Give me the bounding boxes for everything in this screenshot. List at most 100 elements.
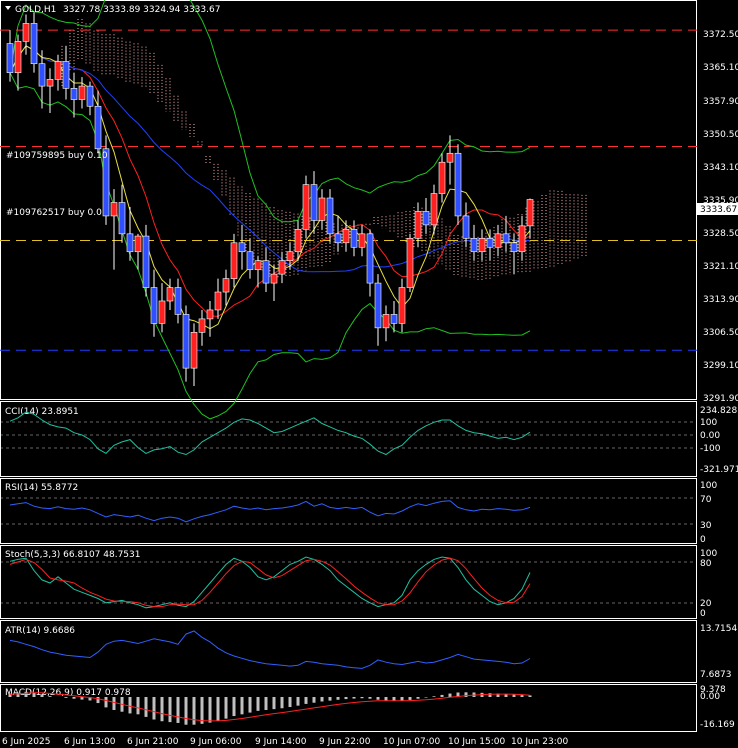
candle-body: [150, 287, 158, 324]
candle-body: [198, 318, 206, 333]
candle-body: [94, 105, 102, 150]
rsi-title: RSI(14) 55.8772: [5, 483, 78, 493]
bollinger-upper-line: [9, 0, 531, 223]
stoch-pane: Stoch(5,3,3) 66.8107 48.7531 100 80 20 0: [5, 549, 717, 619]
tenkan-line: [9, 45, 531, 317]
candle-body: [406, 238, 414, 288]
candle-body: [326, 197, 334, 235]
candle-body: [390, 314, 398, 324]
candle-body: [278, 260, 286, 275]
candle-body: [350, 229, 358, 248]
macd-label: 9.378: [700, 685, 726, 695]
kijun-line: [9, 45, 531, 273]
candle-body: [110, 202, 118, 217]
candle-body: [30, 23, 38, 65]
candle-body: [470, 238, 478, 253]
candle-body: [286, 251, 294, 261]
candle-body: [158, 300, 166, 324]
candle-body: [382, 314, 390, 329]
macd-pane-border: [0, 684, 697, 732]
atr-label: 7.6873: [700, 670, 732, 680]
rsi-label: 30: [700, 521, 712, 531]
price-label: 3313.90: [703, 295, 738, 305]
candle-body: [246, 251, 254, 270]
candle-body: [462, 215, 470, 239]
candle-body: [166, 287, 174, 302]
candle-body: [174, 287, 182, 315]
candle-body: [310, 184, 318, 221]
atr-line: [9, 630, 531, 669]
candle-body: [142, 235, 150, 288]
rsi-line: [9, 500, 531, 523]
dropdown-triangle-icon[interactable]: [5, 6, 11, 10]
candle-body: [230, 242, 238, 279]
cci-line: [9, 411, 531, 456]
time-label: 6 Jun 13:00: [64, 737, 116, 747]
atr-pane: ATR(14) 9.6686 13.7154 7.6873: [5, 624, 737, 680]
candle-body: [494, 233, 502, 248]
rsi-pane-border: [0, 478, 697, 544]
candle-body: [70, 88, 78, 100]
candle-body: [78, 85, 86, 100]
pane-borders: [0, 0, 697, 732]
macd-pane: MACD(12,26,9) 0.917 0.978 9.378 0.00 -16…: [5, 685, 735, 730]
candle-body: [518, 225, 526, 253]
order-label-2[interactable]: #109762517 buy 0.0: [6, 208, 102, 218]
stoch-pane-border: [0, 545, 697, 619]
cci-label: -321.9713: [700, 465, 738, 475]
candle-body: [510, 242, 518, 253]
candle-body: [486, 238, 494, 248]
candle-body: [438, 161, 446, 194]
time-label: 10 Jun 23:00: [511, 737, 568, 747]
candle-body: [126, 233, 134, 253]
candle-body: [22, 23, 30, 42]
cci-label: -100: [700, 444, 721, 454]
candle-body: [46, 79, 54, 87]
rsi-pane: RSI(14) 55.8772 100 70 30 0: [5, 481, 717, 545]
candle-body: [502, 233, 510, 244]
candle-body: [294, 229, 302, 253]
price-label: 3328.50: [703, 229, 738, 239]
price-label: 3357.90: [703, 97, 738, 107]
candle-body: [262, 260, 270, 284]
horizontal-levels: [0, 29, 697, 351]
time-axis: 6 Jun 2025 6 Jun 13:00 6 Jun 21:00 9 Jun…: [2, 737, 568, 747]
current-price-text: 3333.67: [700, 205, 737, 215]
stoch-label: 80: [700, 559, 712, 569]
price-label: 3321.10: [703, 262, 738, 272]
time-label: 9 Jun 22:00: [319, 737, 371, 747]
candle-body: [6, 43, 14, 73]
candle-body: [358, 233, 366, 248]
cci-title: CCI(14) 23.8951: [5, 407, 79, 417]
time-label: 9 Jun 14:00: [255, 737, 307, 747]
rsi-label: 0: [700, 535, 706, 545]
candle-body: [182, 314, 190, 369]
price-label: 3299.10: [703, 361, 738, 371]
candle-body: [270, 273, 278, 284]
price-label: 3372.50: [703, 30, 738, 40]
fast-ma-line: [9, 45, 531, 330]
time-label: 10 Jun 07:00: [383, 737, 440, 747]
stoch-d-line: [9, 557, 531, 608]
cci-label: 100: [700, 418, 717, 428]
cci-label: 0.00: [700, 431, 720, 441]
order-label-1[interactable]: #109759895 buy 0.10: [6, 151, 108, 161]
rsi-label: 100: [700, 481, 717, 491]
symbol-timeframe: GOLD,H1: [15, 5, 56, 15]
stoch-title: Stoch(5,3,3) 66.8107 48.7531: [5, 550, 140, 560]
candle-body: [118, 202, 126, 235]
candle-body: [38, 63, 46, 87]
stoch-label: 20: [700, 599, 712, 609]
candle-body: [414, 211, 422, 239]
candle-body: [342, 229, 350, 244]
candle-body: [398, 287, 406, 324]
candle-body: [422, 211, 430, 226]
chart-header: GOLD,H1 3327.78 3333.89 3324.94 3333.67: [5, 5, 220, 15]
price-axis: 3372.50 3365.10 3357.90 3350.50 3343.10 …: [697, 30, 738, 404]
atr-label: 13.7154: [700, 624, 737, 634]
candle-body: [14, 41, 22, 73]
price-label: 3335.90: [703, 196, 738, 206]
